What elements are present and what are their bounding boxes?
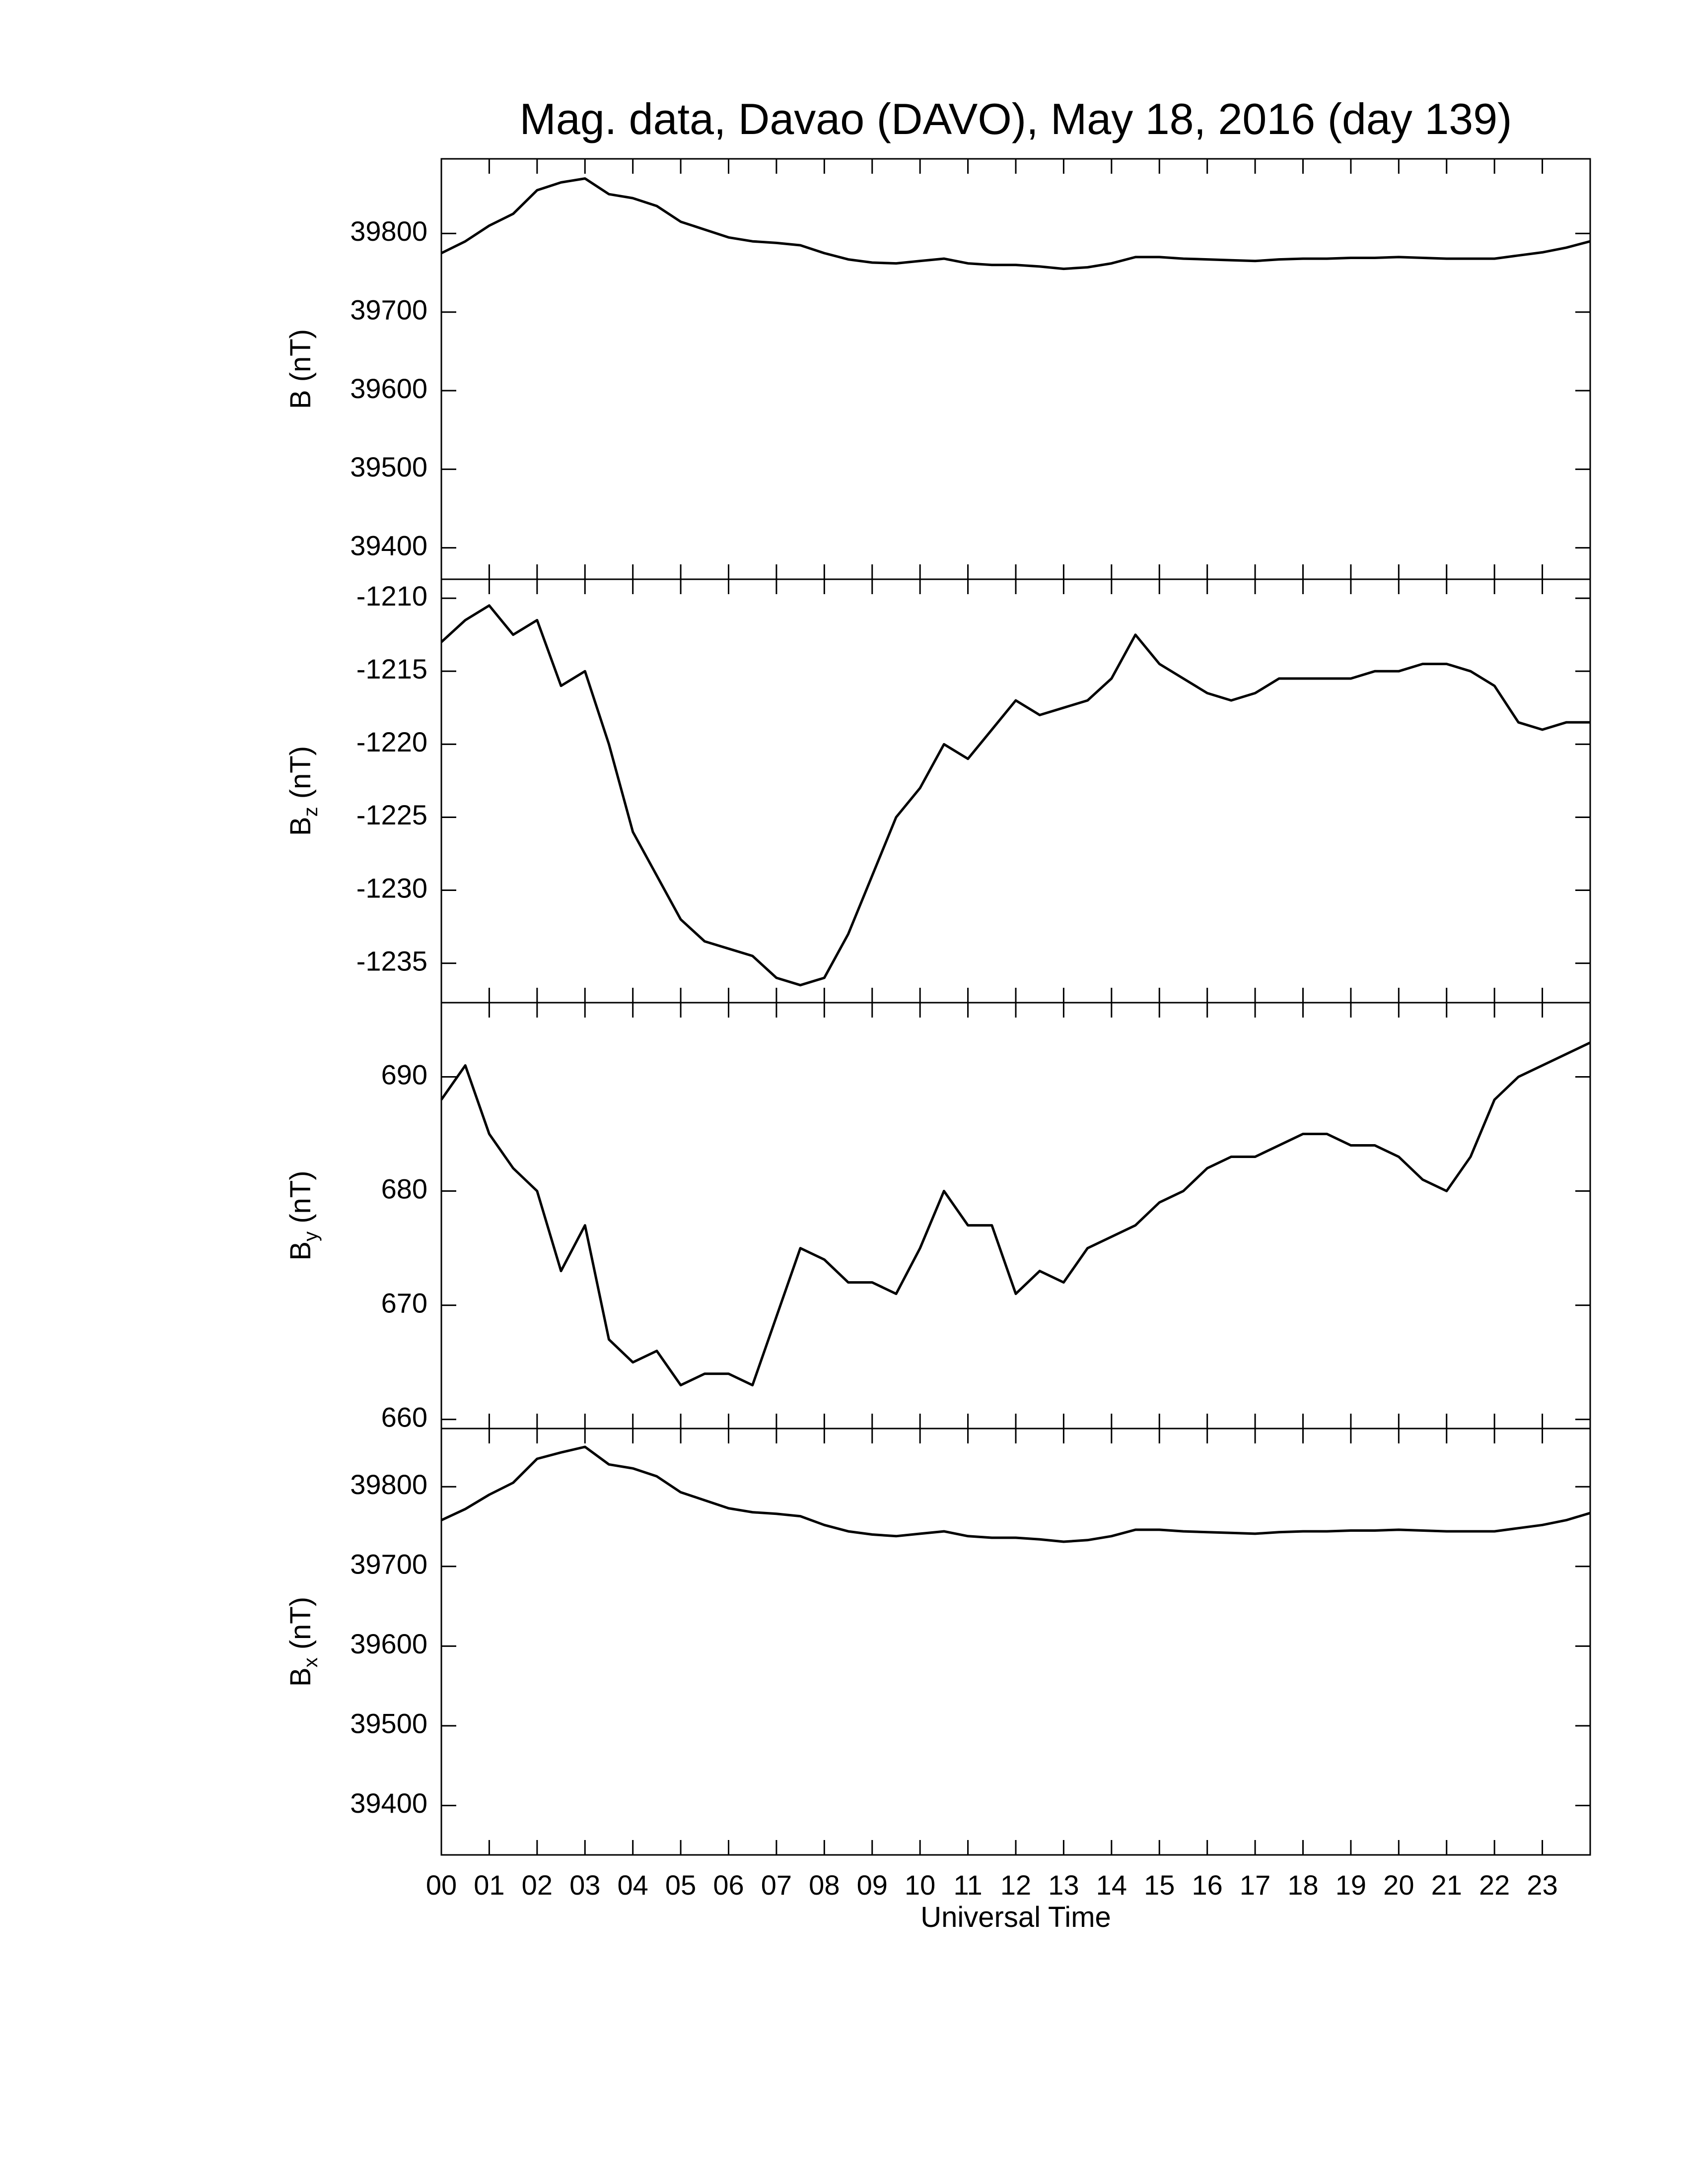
x-tick-label: 00 <box>426 1869 457 1901</box>
x-tick-label: 16 <box>1192 1869 1223 1901</box>
y-tick-label: -1225 <box>356 799 427 830</box>
y-tick-label: 39500 <box>350 451 427 482</box>
x-tick-label: 13 <box>1048 1869 1079 1901</box>
y-tick-label: 39600 <box>350 1628 427 1659</box>
x-tick-label: 10 <box>905 1869 935 1901</box>
x-tick-label: 14 <box>1096 1869 1127 1901</box>
x-tick-label: 07 <box>761 1869 792 1901</box>
y-axis-label: B (nT) <box>284 329 317 409</box>
y-tick-label: -1235 <box>356 945 427 976</box>
x-tick-label: 20 <box>1383 1869 1414 1901</box>
x-tick-label: 11 <box>954 1869 983 1901</box>
y-tick-label: 39800 <box>350 215 427 247</box>
x-tick-label: 01 <box>474 1869 504 1901</box>
y-axis-label: By (nT) <box>284 1170 322 1260</box>
chart-title: Mag. data, Davao (DAVO), May 18, 2016 (d… <box>520 94 1512 143</box>
data-line <box>440 1041 1591 1387</box>
y-tick-label: 39800 <box>350 1469 427 1500</box>
y-tick-label: 39400 <box>350 1787 427 1819</box>
y-axis-label: Bz (nT) <box>284 746 322 836</box>
y-tick-label: 39700 <box>350 1549 427 1580</box>
y-tick-label: 39600 <box>350 373 427 404</box>
x-tick-label: 23 <box>1527 1869 1557 1901</box>
y-tick-label: 39500 <box>350 1708 427 1739</box>
x-axis-label: Universal Time <box>920 1901 1111 1933</box>
y-tick-label: 660 <box>381 1401 427 1433</box>
x-tick-label: 03 <box>569 1869 600 1901</box>
y-tick-label: -1210 <box>356 580 427 612</box>
x-tick-label: 17 <box>1240 1869 1270 1901</box>
x-tick-label: 18 <box>1287 1869 1318 1901</box>
x-tick-label: 02 <box>522 1869 553 1901</box>
y-tick-label: 690 <box>381 1059 427 1090</box>
x-tick-label: 12 <box>1000 1869 1031 1901</box>
y-tick-label: 39400 <box>350 530 427 561</box>
x-tick-label: 04 <box>618 1869 648 1901</box>
plot-frame <box>440 1428 1591 1856</box>
x-tick-label: 05 <box>665 1869 696 1901</box>
y-tick-label: 39700 <box>350 294 427 326</box>
y-tick-label: -1215 <box>356 653 427 684</box>
x-tick-label: 19 <box>1336 1869 1366 1901</box>
y-tick-label: -1230 <box>356 872 427 903</box>
x-tick-label: 09 <box>857 1869 888 1901</box>
x-tick-label: 22 <box>1479 1869 1510 1901</box>
data-line <box>440 177 1591 271</box>
x-tick-label: 06 <box>713 1869 744 1901</box>
data-line <box>440 1445 1591 1543</box>
y-tick-label: 680 <box>381 1173 427 1204</box>
y-axis-label: Bx (nT) <box>284 1597 322 1687</box>
x-tick-label: 08 <box>809 1869 840 1901</box>
x-tick-label: 21 <box>1431 1869 1462 1901</box>
x-tick-label: 15 <box>1144 1869 1175 1901</box>
y-tick-label: -1220 <box>356 726 427 757</box>
y-tick-label: 670 <box>381 1287 427 1318</box>
data-line <box>440 604 1590 987</box>
